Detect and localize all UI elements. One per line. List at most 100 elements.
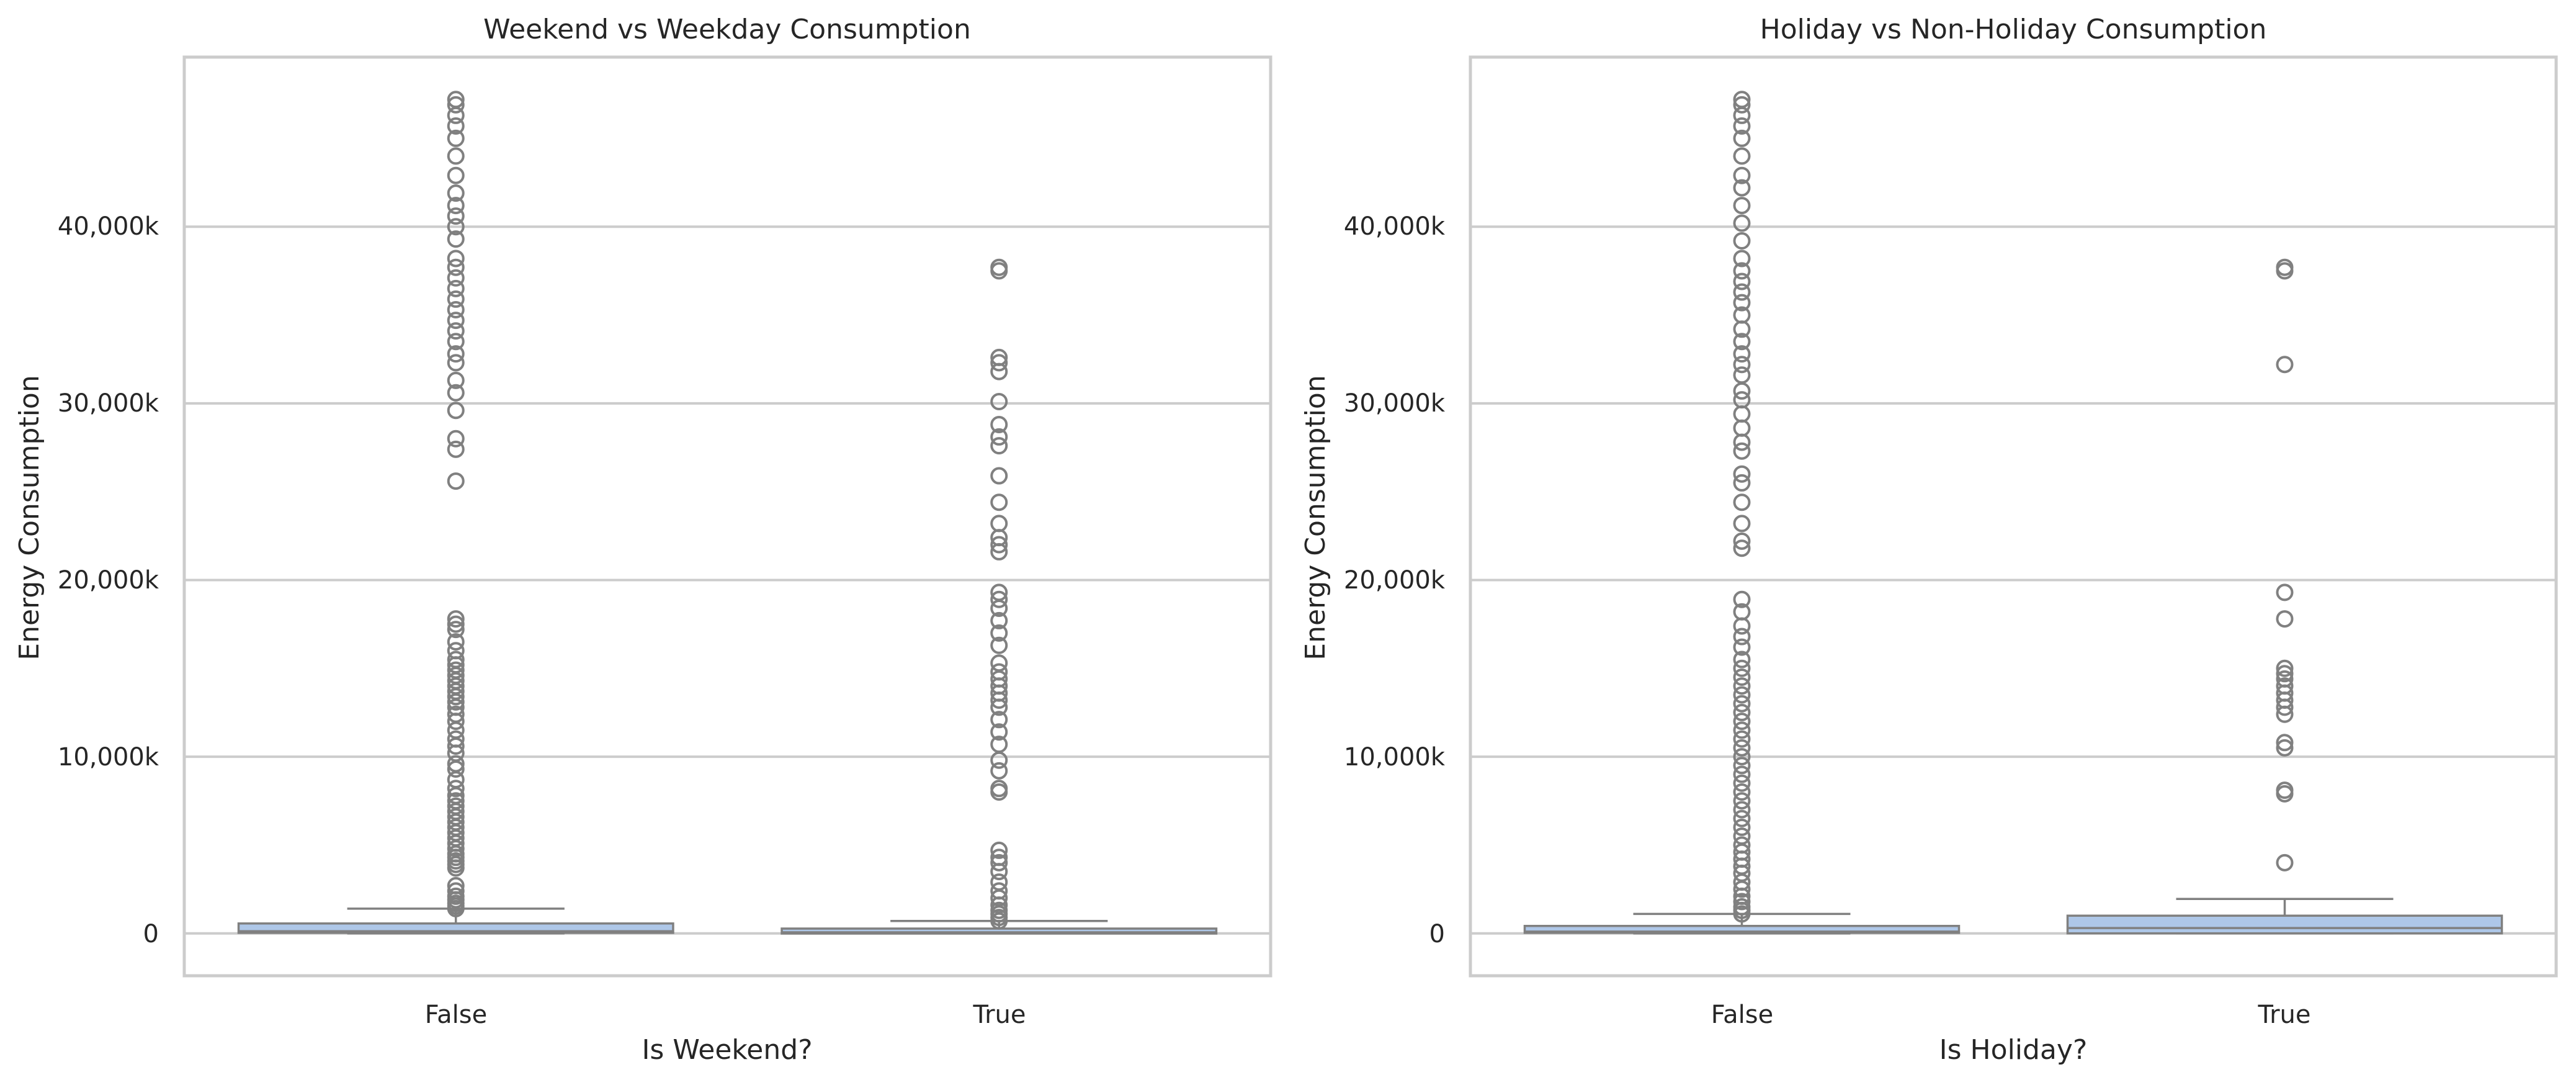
outlier-point — [447, 615, 465, 633]
outlier-point — [1733, 493, 1751, 511]
outlier-point — [990, 624, 1008, 642]
outlier-point — [1733, 628, 1751, 646]
outlier-point — [1733, 590, 1751, 608]
outlier-point — [447, 218, 465, 236]
outlier-point — [1733, 651, 1751, 669]
outlier-point — [2276, 670, 2294, 688]
outlier-point — [447, 402, 465, 420]
outlier-point — [2276, 583, 2294, 601]
x-tick-label: False — [1711, 1001, 1773, 1029]
outlier-point — [990, 583, 1008, 601]
outlier-point — [1733, 345, 1751, 363]
outlier-point — [1733, 539, 1751, 557]
y-axis-label: Energy Consumption — [14, 375, 45, 660]
outlier-point — [990, 348, 1008, 366]
outlier-point — [1733, 283, 1751, 301]
outlier-point — [1733, 827, 1751, 845]
outlier-point — [447, 117, 465, 135]
y-tick-label: 40,000k — [58, 212, 159, 241]
outlier-point — [1733, 730, 1751, 748]
outlier-point — [990, 711, 1008, 729]
outlier-point — [1733, 774, 1751, 792]
outlier-point — [1733, 232, 1751, 250]
outlier-point — [1733, 695, 1751, 713]
outlier-point — [447, 166, 465, 184]
outlier-point — [1733, 713, 1751, 731]
outlier-point — [1733, 686, 1751, 704]
outlier-point — [1733, 532, 1751, 550]
outlier-point — [990, 437, 1008, 455]
outlier-point — [1733, 405, 1751, 423]
outlier-point — [1733, 893, 1751, 911]
y-tick-label: 30,000k — [1344, 389, 1446, 418]
outlier-point — [447, 472, 465, 490]
y-tick-label: 0 — [143, 920, 159, 948]
outlier-point — [447, 230, 465, 248]
outlier-point — [1733, 801, 1751, 819]
outlier-point — [447, 797, 465, 815]
outlier-point — [1733, 147, 1751, 165]
outlier-point — [1733, 442, 1751, 460]
x-tick-label: True — [973, 1001, 1026, 1029]
outlier-point — [2276, 659, 2294, 677]
outlier-point — [1733, 166, 1751, 184]
outlier-point — [2276, 356, 2294, 374]
outlier-point — [1733, 391, 1751, 409]
axes-frame — [1469, 55, 2558, 978]
outlier-point — [447, 755, 465, 773]
outlier-point — [990, 762, 1008, 780]
outlier-point — [1733, 757, 1751, 775]
y-tick-label: 10,000k — [58, 743, 159, 772]
outlier-point — [1733, 382, 1751, 400]
outlier-point — [2276, 739, 2294, 757]
outlier-point — [1733, 898, 1751, 916]
outlier-point — [1733, 294, 1751, 312]
outlier-point — [1733, 262, 1751, 280]
outlier-point — [1733, 603, 1751, 621]
outlier-point — [990, 736, 1008, 754]
outlier-point — [447, 780, 465, 798]
outlier-point — [447, 887, 465, 905]
outlier-point — [447, 147, 465, 165]
plot-area — [184, 91, 1271, 935]
outlier-point — [1733, 836, 1751, 854]
outlier-point — [1733, 617, 1751, 635]
y-tick-label: 0 — [1429, 920, 1445, 948]
outlier-point — [990, 493, 1008, 511]
outlier-point — [1733, 366, 1751, 384]
outlier-point — [447, 345, 465, 363]
outlier-point — [447, 290, 465, 308]
outlier-point — [1733, 748, 1751, 766]
outlier-point — [447, 250, 465, 268]
outlier-point — [447, 301, 465, 318]
outlier-point — [990, 636, 1008, 654]
outlier-point — [990, 841, 1008, 859]
outlier-point — [1733, 669, 1751, 686]
outlier-point — [990, 849, 1008, 867]
outlier-point — [2276, 781, 2294, 799]
outlier-point — [447, 384, 465, 402]
outlier-point — [2276, 665, 2294, 683]
outlier-point — [1733, 356, 1751, 374]
outlier-point — [1733, 515, 1751, 533]
outlier-point — [1733, 272, 1751, 290]
outlier-point — [447, 91, 465, 109]
y-tick-label: 30,000k — [58, 389, 159, 418]
y-tick-label: 20,000k — [1344, 566, 1446, 595]
y-tick-label: 40,000k — [1344, 212, 1446, 241]
outlier-point — [447, 258, 465, 276]
outlier-point — [447, 371, 465, 389]
outlier-point — [1733, 465, 1751, 483]
outlier-point — [1733, 333, 1751, 351]
outlier-point — [1733, 91, 1751, 109]
outlier-point — [990, 654, 1008, 672]
outlier-point — [1733, 739, 1751, 757]
outlier-point — [990, 258, 1008, 276]
outlier-point — [447, 354, 465, 372]
outlier-point — [990, 354, 1008, 372]
outlier-point — [990, 393, 1008, 410]
outlier-point — [990, 853, 1008, 871]
outlier-point — [1733, 129, 1751, 147]
outlier-point — [447, 269, 465, 287]
